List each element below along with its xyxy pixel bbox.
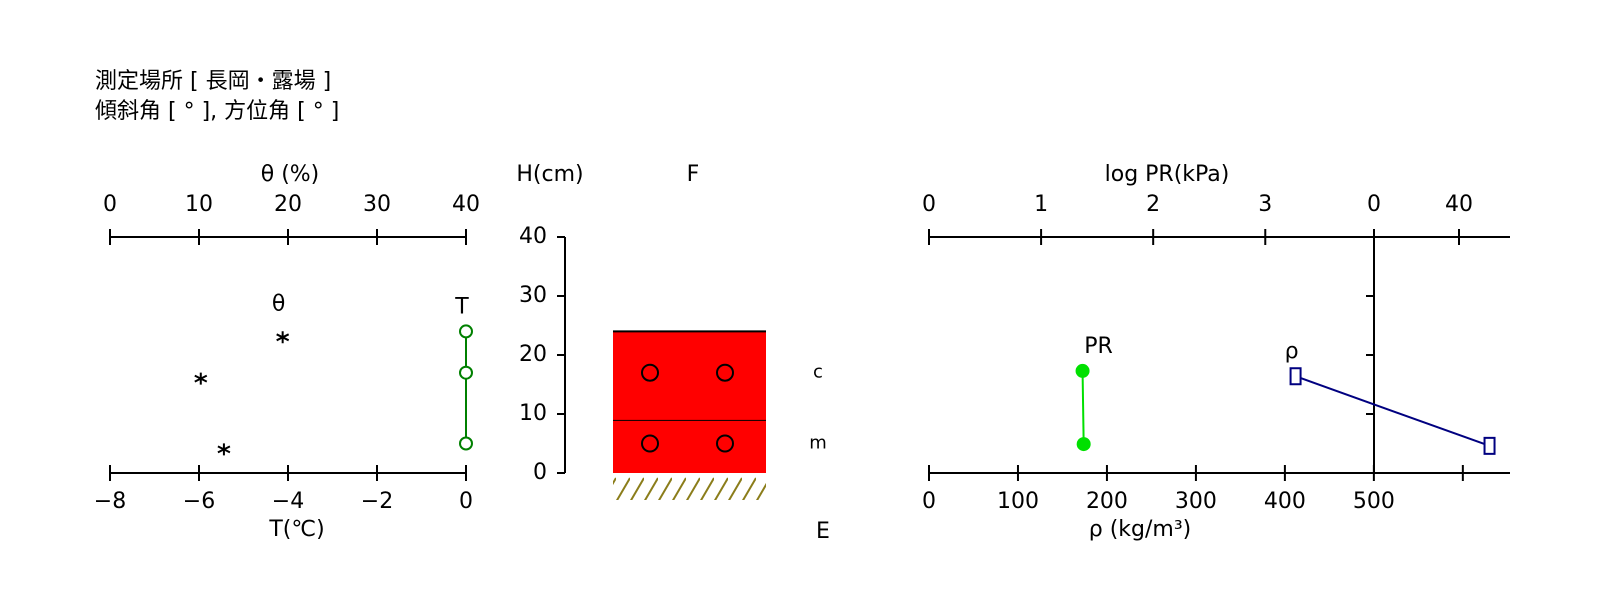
snow-layer [613, 331, 766, 420]
marker [1483, 436, 1496, 455]
tick-label: 0 [103, 192, 117, 217]
series-line [1295, 375, 1490, 447]
grain-symbol [641, 363, 659, 382]
axis-title: H(cm) [516, 162, 583, 187]
marker [459, 365, 473, 380]
grain-label: m [809, 433, 827, 454]
grain-label: c [813, 362, 823, 383]
tick-label: 400 [1264, 489, 1306, 514]
location: 測定場所 [ 長岡・露場 ] [95, 69, 331, 94]
grain-symbol [716, 363, 734, 382]
axis-title: θ (%) [261, 162, 320, 187]
marker [1075, 363, 1090, 378]
series-label: ρ [1285, 339, 1299, 364]
tick-label: 10 [519, 401, 547, 426]
tick-label: 20 [519, 342, 547, 367]
tick-label: −8 [94, 489, 126, 514]
tick-label: 40 [452, 192, 480, 217]
tick-label: 10 [185, 192, 213, 217]
tick-label: 0 [922, 489, 936, 514]
series-label: PR [1084, 334, 1113, 359]
marker [1076, 437, 1091, 452]
series-line [1081, 370, 1085, 445]
angles: 傾斜角 [ ° ], 方位角 [ ° ] [95, 99, 339, 124]
tick-label: 2 [1146, 192, 1160, 217]
top-label: F [687, 162, 700, 187]
tick-label: 500 [1353, 489, 1395, 514]
axis-title: ρ (kg/m³) [1089, 517, 1192, 542]
ground-hatch [613, 476, 766, 500]
snow-layer [613, 419, 766, 473]
tick-label: 100 [997, 489, 1039, 514]
axis-title: T(℃) [268, 517, 324, 542]
marker [459, 436, 473, 451]
tick-label: 0 [459, 489, 473, 514]
tick-label: 40 [1445, 192, 1473, 217]
marker [217, 443, 231, 456]
series-label: θ [272, 291, 285, 316]
tick-label: 300 [1175, 489, 1217, 514]
tick-label: 20 [274, 192, 302, 217]
tick-label: 1 [1034, 192, 1048, 217]
tick-label: −2 [361, 489, 393, 514]
marker [276, 331, 290, 344]
marker [194, 372, 208, 385]
marker [1289, 367, 1302, 386]
grain-symbol [716, 434, 734, 453]
tick-label: 3 [1258, 192, 1272, 217]
axis-title: log PR(kPa) [1105, 162, 1230, 187]
marker [459, 324, 473, 339]
tick-label: −6 [183, 489, 215, 514]
tick-label: 40 [519, 224, 547, 249]
bottom-label: E [816, 519, 830, 544]
tick-label: −4 [272, 489, 304, 514]
tick-label: 0 [533, 460, 547, 485]
series-label: T [454, 294, 469, 319]
tick-label: 30 [363, 192, 391, 217]
tick-label: 200 [1086, 489, 1128, 514]
grain-symbol [641, 434, 659, 453]
tick-label: 0 [922, 192, 936, 217]
tick-label: 0 [1367, 192, 1381, 217]
tick-label: 30 [519, 283, 547, 308]
